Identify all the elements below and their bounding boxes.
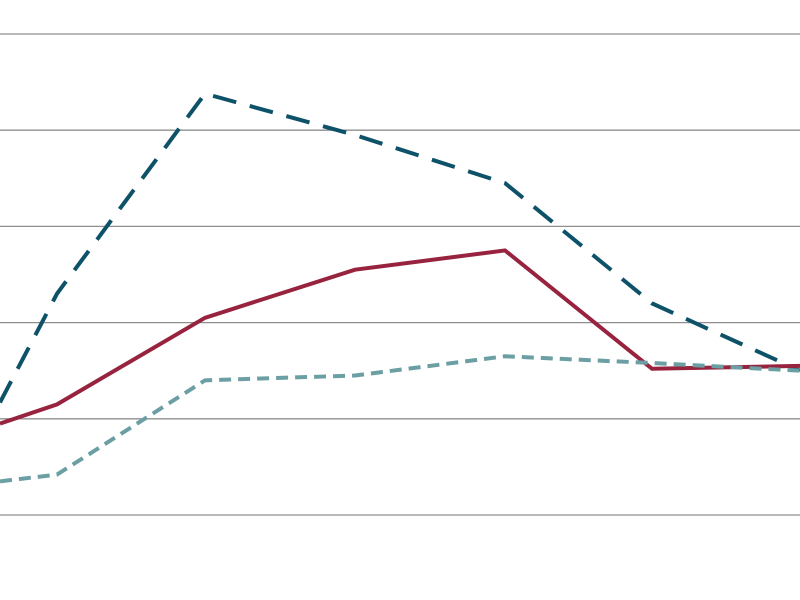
gridlines bbox=[0, 33, 800, 516]
series-group bbox=[0, 91, 800, 484]
series-line-1 bbox=[0, 248, 800, 426]
series-line-0 bbox=[0, 91, 800, 404]
